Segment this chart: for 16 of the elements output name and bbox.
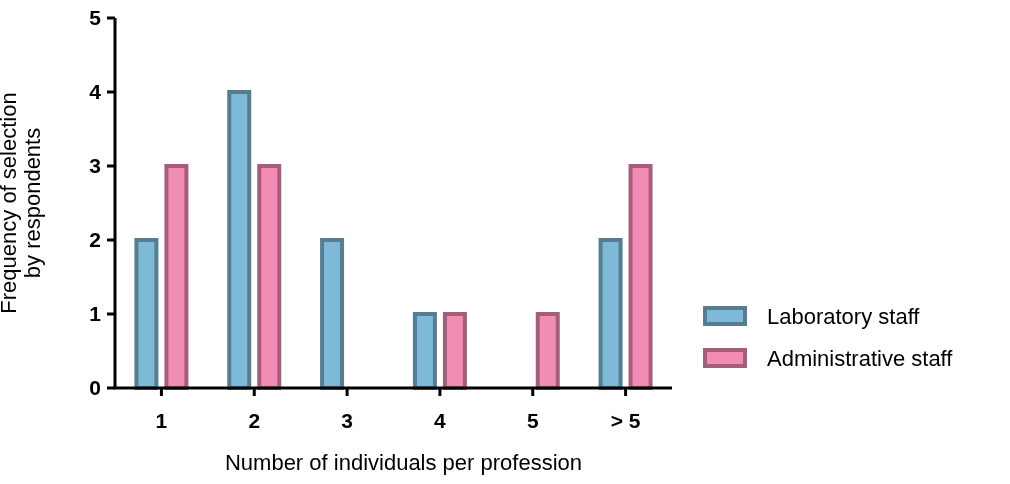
legend-label: Administrative staff	[767, 345, 954, 371]
y-tick-label: 2	[89, 228, 101, 252]
y-tick-label: 1	[89, 302, 102, 326]
x-tick-label: 1	[155, 409, 168, 432]
y-tick-label: 5	[89, 6, 102, 30]
x-tick-label: 3	[341, 409, 353, 432]
y-tick-label: 0	[89, 376, 101, 400]
x-tick-label: > 5	[610, 409, 641, 432]
x-tick-label: 4	[434, 409, 447, 432]
y-tick-label: 4	[89, 80, 102, 104]
y-tick-label: 3	[89, 154, 101, 178]
x-axis-title: Number of individuals per profession	[224, 450, 583, 475]
legend-label: Laboratory staff	[767, 303, 921, 329]
x-tick-label: 2	[248, 409, 261, 432]
x-tick-label: 5	[526, 409, 539, 432]
y-axis-title: Frequency of selection by respondents	[0, 92, 46, 314]
